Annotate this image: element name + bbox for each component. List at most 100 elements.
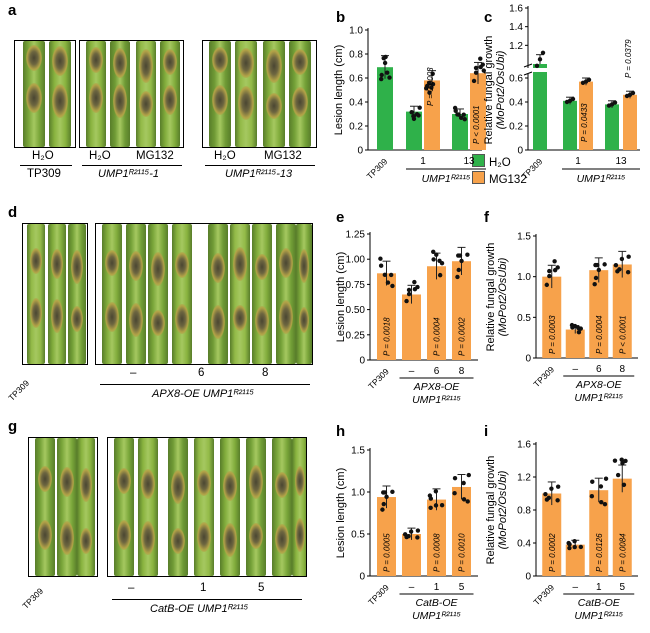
data-point-b [427, 90, 432, 95]
data-point-i [572, 544, 577, 550]
leaf-lesion [163, 85, 177, 115]
data-point-b [462, 117, 467, 122]
data-point-f [547, 268, 552, 274]
bar-e-1 [402, 294, 421, 360]
data-point-f [576, 330, 582, 335]
data-point-e [412, 279, 417, 285]
leaf-lesion [171, 528, 185, 554]
leaf-blade [230, 224, 250, 364]
bar-i-3 [612, 478, 632, 576]
label-a-h2o-1: H₂O [89, 150, 111, 162]
y-tick-label-c: 0.4 [509, 98, 523, 109]
y-tick-label-h: 1.5 [351, 446, 365, 457]
data-point-f [626, 254, 631, 259]
x-tick-label-f-2: 6 [596, 364, 602, 375]
data-point-i [543, 491, 548, 497]
photo-a-line13 [202, 40, 317, 148]
data-point-b [478, 64, 483, 70]
data-point-i [578, 544, 584, 550]
photo-a-line1 [79, 40, 184, 148]
bar-e-3 [452, 261, 471, 360]
data-point-c [586, 77, 592, 83]
data-point-b [429, 85, 434, 90]
group-label-b: UMP1ᴿ²¹¹⁵ [422, 173, 471, 185]
bar-b-3 [452, 114, 468, 150]
data-point-c [534, 63, 540, 69]
panel-label-h: h [336, 423, 345, 440]
leaf-lesion [30, 248, 42, 274]
leaf-lesion [113, 48, 127, 78]
axis-label-y2-i: (MoPot2/OsUbi) [497, 470, 509, 549]
leaf-blade [35, 438, 55, 576]
data-point-b [411, 113, 416, 119]
annotation-b-p1: P = 0.0003 [426, 67, 435, 106]
data-point-i [567, 545, 572, 551]
y-tick-label-c: 1.4 [509, 22, 523, 33]
chart-i: i Relative fungal growth (MoPot2/OsUbi) 0 0.… [484, 423, 638, 622]
leaf-lesion [211, 253, 225, 283]
y-tick-label-f: 0 [525, 354, 531, 365]
data-point-e [437, 272, 443, 278]
axis-label-y-e: Lesion length (cm) [335, 252, 347, 343]
data-point-f [576, 325, 581, 331]
data-point-i [621, 482, 627, 488]
leaf-lesion [141, 521, 155, 555]
leaf-lesion [89, 83, 103, 113]
data-point-f [617, 267, 622, 272]
data-point-h [384, 494, 389, 500]
group-label2-f: UMP1ᴿ²¹¹⁵ [574, 392, 623, 404]
data-point-e [459, 258, 464, 264]
leaf-blade [272, 438, 292, 576]
axis-label-y-i: Relative fungal growth [485, 456, 497, 565]
x-tick-label-c-tp309: TP309 [520, 156, 545, 181]
bar-h-0 [377, 497, 396, 576]
annotation-c-p1: P = 0.0433 [580, 103, 589, 142]
x-tick-label-h-tp309: TP309 [366, 582, 391, 607]
leaf-blade [57, 438, 77, 576]
data-point-e [388, 272, 394, 278]
leaf-lesion [266, 49, 282, 83]
leaf-blade [77, 438, 95, 576]
leaf-lesion [233, 247, 247, 281]
data-point-e [412, 287, 418, 292]
y-tick-label-e: 0.75 [346, 280, 366, 291]
x-tick-label-e-tp309: TP309 [366, 366, 391, 391]
data-point-i [555, 498, 560, 503]
data-point-c [537, 57, 543, 62]
data-point-f [595, 262, 600, 268]
data-point-e [437, 258, 442, 264]
data-point-c [570, 96, 576, 102]
data-point-h [406, 534, 411, 539]
group-label1-f: APX8-OE [575, 379, 623, 391]
leaf-blade [68, 224, 86, 364]
label-g-tp309: TP309 [20, 586, 46, 611]
data-point-i [572, 539, 577, 544]
leaf-lesion [80, 528, 92, 554]
data-point-f [602, 262, 607, 267]
y-tick-label-h: 1.0 [351, 488, 365, 499]
x-tick-label-b-1: 1 [420, 156, 426, 167]
data-point-b [385, 70, 390, 75]
x-tick-label-e-3: 8 [459, 366, 465, 377]
y-tick-label-b: 0 [357, 146, 363, 157]
data-point-h [466, 472, 471, 478]
leaf-lesion [212, 47, 228, 73]
leaf-lesion [299, 249, 309, 283]
annotation-i-0: P = 0.0002 [548, 533, 557, 572]
data-point-e [431, 257, 436, 262]
data-point-i [555, 484, 561, 489]
bar-c-4 [623, 94, 637, 150]
x-tick-label-b-tp309: TP309 [365, 156, 390, 181]
data-point-b [473, 65, 479, 71]
group-label2-e: UMP1ᴿ²¹¹⁵ [412, 394, 461, 406]
data-point-i [599, 499, 604, 505]
axis-label-y-f: Relative fungal growth [485, 243, 497, 352]
data-point-c [612, 100, 618, 105]
photo-d-tp309 [22, 223, 88, 365]
label-a-ump1-13: UMP1ᴿ²¹¹⁵-13 [225, 168, 293, 180]
bar-b-2 [424, 80, 440, 150]
panel-label-b: b [336, 9, 345, 26]
data-point-b [427, 81, 432, 86]
y-tick-label-h: 0.5 [351, 530, 365, 541]
y-tick-label-b: 1.0 [349, 26, 363, 37]
